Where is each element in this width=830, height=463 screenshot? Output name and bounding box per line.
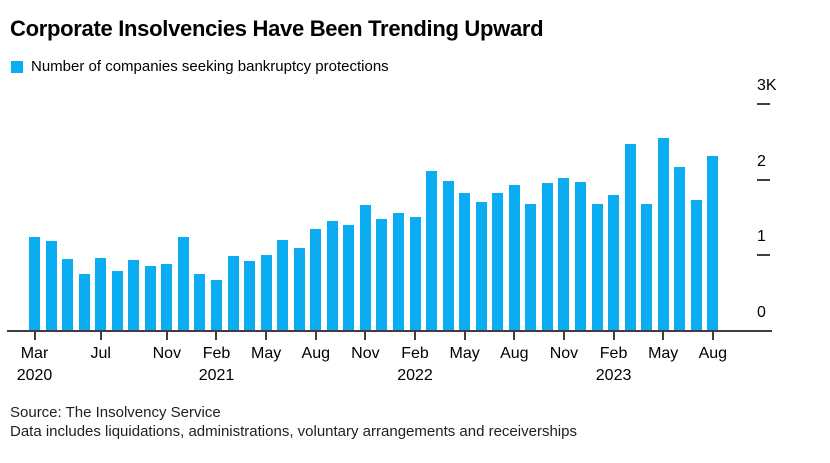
y-axis-label: 1	[757, 228, 766, 246]
x-axis-tick	[99, 331, 102, 340]
bar	[62, 259, 74, 331]
x-axis-year-label: 2020	[16, 367, 53, 384]
x-axis-month-label: Feb	[202, 345, 231, 362]
bar	[541, 182, 553, 331]
x-axis-month-label: Mar	[20, 345, 49, 362]
x-axis-tick	[711, 331, 714, 340]
x-axis-month-label: Nov	[351, 345, 380, 362]
bar	[690, 200, 702, 331]
source-line: Source: The Insolvency Service	[10, 404, 221, 421]
y-axis-tick	[757, 178, 770, 181]
bar	[608, 194, 620, 331]
x-axis-tick	[314, 331, 317, 340]
bar	[641, 203, 653, 331]
y-axis-label: 0	[757, 304, 766, 321]
bar	[78, 274, 90, 331]
bar	[210, 279, 222, 331]
y-axis-label: 2	[757, 152, 766, 170]
x-axis-month-label: Aug	[500, 345, 529, 362]
bar	[475, 202, 487, 331]
bar	[244, 261, 256, 331]
bar	[144, 265, 156, 331]
bar	[409, 216, 421, 331]
legend: Number of companies seeking bankruptcy p…	[11, 58, 389, 75]
bar	[359, 205, 371, 331]
bar	[459, 193, 471, 331]
bar	[111, 271, 123, 331]
bar	[591, 203, 603, 331]
legend-label: Number of companies seeking bankruptcy p…	[31, 58, 389, 75]
x-axis-tick	[662, 331, 665, 340]
bar	[277, 240, 289, 331]
x-axis-line	[7, 330, 772, 332]
bar	[558, 178, 570, 331]
bar	[343, 225, 355, 331]
bar	[707, 156, 719, 331]
bar	[293, 248, 305, 331]
bar	[161, 263, 173, 331]
y-axis-label: 3K	[757, 77, 777, 95]
bar	[674, 167, 686, 331]
x-axis-month-label: May	[251, 345, 282, 362]
x-axis-month-label: Nov	[152, 345, 182, 362]
bar	[376, 219, 388, 331]
x-axis-month-label: Nov	[549, 345, 579, 362]
bar	[194, 273, 206, 331]
x-axis-tick	[612, 331, 615, 340]
x-axis-tick	[414, 331, 417, 340]
bar	[657, 138, 669, 331]
x-axis-month-label: Feb	[599, 345, 628, 362]
x-axis-tick	[463, 331, 466, 340]
bar	[128, 260, 140, 331]
x-axis-month-label: Aug	[698, 345, 728, 362]
x-axis-tick	[562, 331, 565, 340]
x-axis-tick	[33, 331, 36, 340]
x-axis-month-label: Jul	[90, 345, 111, 362]
bar	[326, 221, 338, 331]
x-axis-tick	[513, 331, 516, 340]
bar	[574, 182, 586, 331]
x-axis-month-label: Feb	[401, 345, 429, 362]
bar	[525, 203, 537, 331]
bar	[392, 212, 404, 331]
x-axis-year-label: 2022	[397, 367, 433, 384]
x-axis-tick	[165, 331, 168, 340]
bar	[310, 229, 322, 331]
x-axis-month-label: May	[449, 345, 480, 362]
bar	[508, 184, 520, 331]
bar	[442, 180, 454, 331]
y-axis-tick	[757, 103, 770, 106]
x-axis-tick	[215, 331, 218, 340]
bar	[177, 237, 189, 331]
bar	[624, 144, 636, 331]
bar	[95, 257, 107, 331]
note-line: Data includes liquidations, administrati…	[10, 423, 577, 440]
x-axis-tick	[265, 331, 268, 340]
bar	[492, 192, 504, 331]
bar	[29, 237, 40, 331]
x-axis-year-label: 2021	[198, 367, 235, 384]
x-axis-month-label: May	[648, 345, 679, 362]
bar	[426, 170, 438, 331]
x-axis-tick	[364, 331, 367, 340]
chart-title: Corporate Insolvencies Have Been Trendin…	[10, 16, 544, 41]
x-axis-month-label: Aug	[301, 345, 330, 362]
bar	[45, 241, 57, 331]
y-axis-tick	[757, 254, 770, 257]
footer: Source: The Insolvency Service Data incl…	[10, 403, 577, 441]
bar	[260, 255, 272, 331]
bar	[227, 256, 239, 331]
legend-swatch-icon	[11, 60, 23, 73]
x-axis-year-label: 2023	[595, 367, 632, 384]
